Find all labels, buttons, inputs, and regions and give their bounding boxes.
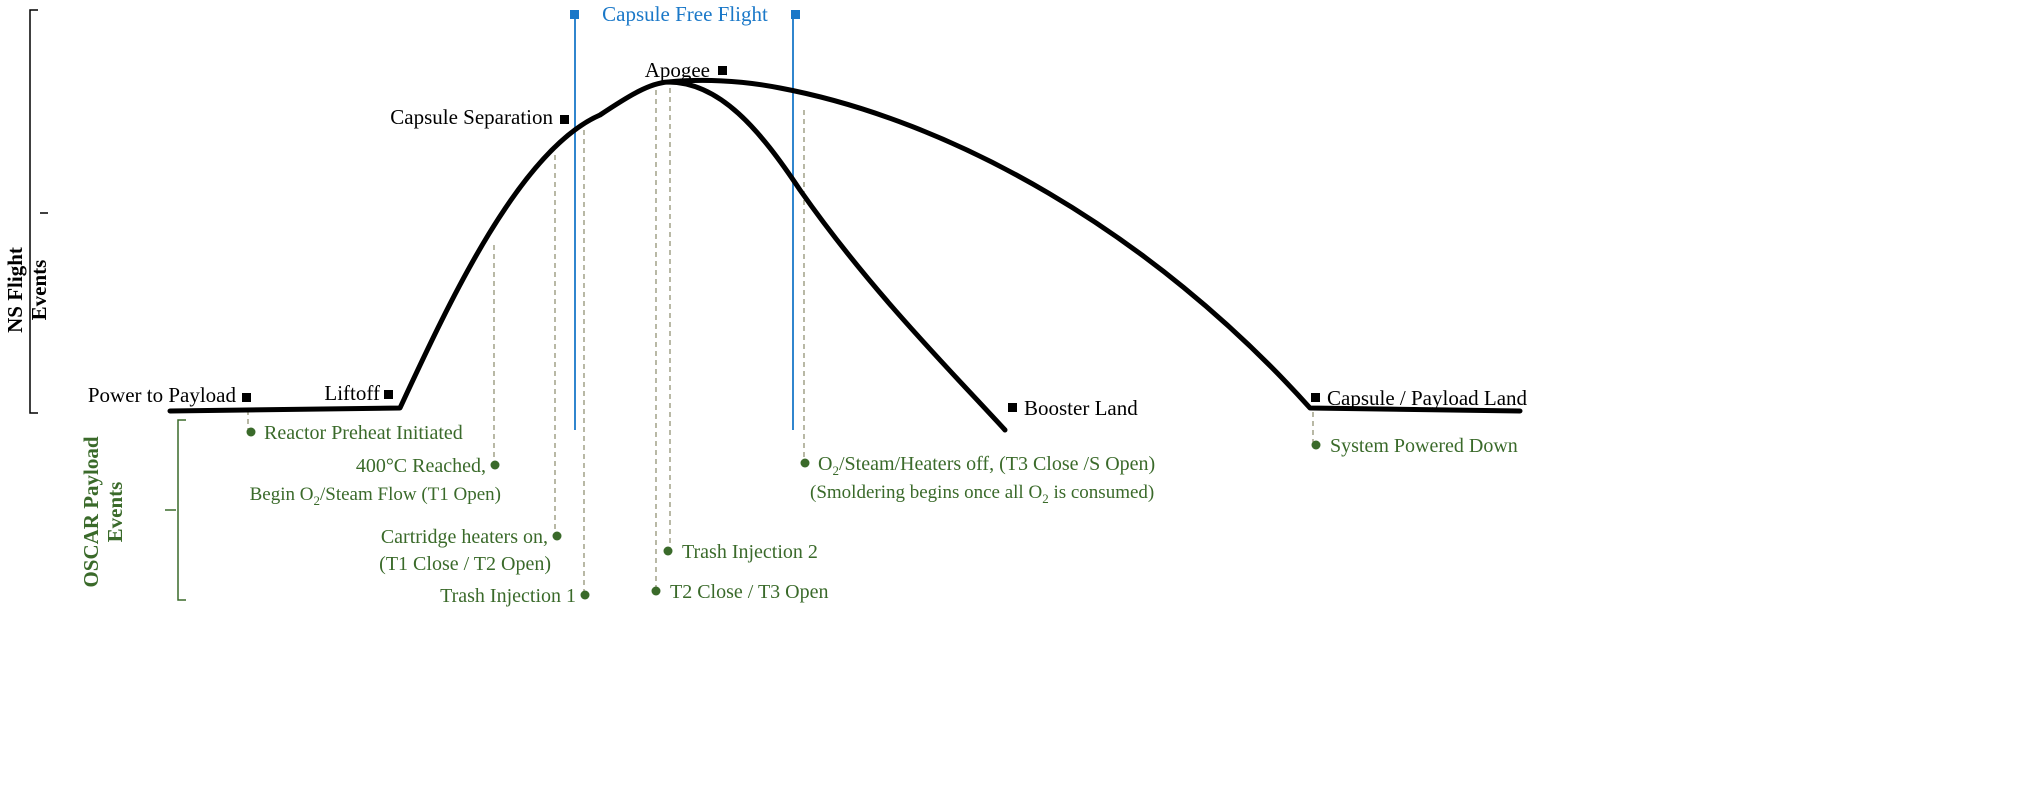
square-marker-icon (384, 390, 393, 399)
capsule-trajectory (665, 77, 1523, 414)
ns-events-label: Events (27, 260, 51, 321)
event-t2-close-t3-open: T2 Close / T3 Open (670, 581, 829, 603)
square-marker-icon (560, 115, 569, 124)
event-system-powered-down: System Powered Down (1330, 435, 1518, 457)
event-trash-injection-2: Trash Injection 2 (682, 541, 818, 563)
square-marker-icon (791, 10, 800, 19)
ns-flight-label: NS Flight (3, 247, 27, 333)
event-capsule-payload-land: Capsule / Payload Land (1327, 386, 1528, 410)
square-marker-icon (1311, 393, 1320, 402)
event-liftoff: Liftoff (324, 381, 380, 405)
event-cartridge-heaters: Cartridge heaters on, (381, 526, 548, 548)
event-power-to-payload: Power to Payload (88, 383, 237, 407)
event-t1-close-t2-open: (T1 Close / T2 Open) (379, 553, 551, 575)
event-apogee: Apogee (645, 58, 710, 82)
event-booster-land: Booster Land (1024, 396, 1138, 420)
square-marker-icon (570, 10, 579, 19)
event-400c-reached: 400°C Reached, (356, 455, 486, 477)
ns-flight-bracket (29, 9, 48, 414)
payload-event-dots (246, 427, 1321, 600)
oscar-events-label: Events (103, 482, 127, 543)
oscar-payload-bracket (165, 419, 186, 601)
oscar-payload-label: OSCAR Payload (79, 436, 103, 587)
event-connectors (247, 88, 1314, 594)
booster-trajectory (167, 79, 1008, 433)
event-smoldering: (Smoldering begins once all O2 is consum… (810, 482, 1154, 506)
event-reactor-preheat: Reactor Preheat Initiated (264, 422, 463, 444)
event-capsule-separation: Capsule Separation (390, 105, 553, 129)
event-heaters-off: O2/Steam/Heaters off, (T3 Close /S Open) (818, 453, 1155, 478)
square-marker-icon (1008, 403, 1017, 412)
capsule-free-flight-label: Capsule Free Flight (602, 2, 768, 26)
square-marker-icon (242, 393, 251, 402)
event-trash-injection-1: Trash Injection 1 (440, 585, 576, 607)
event-begin-flow: Begin O2/Steam Flow (T1 Open) (250, 484, 501, 508)
square-marker-icon (718, 66, 727, 75)
